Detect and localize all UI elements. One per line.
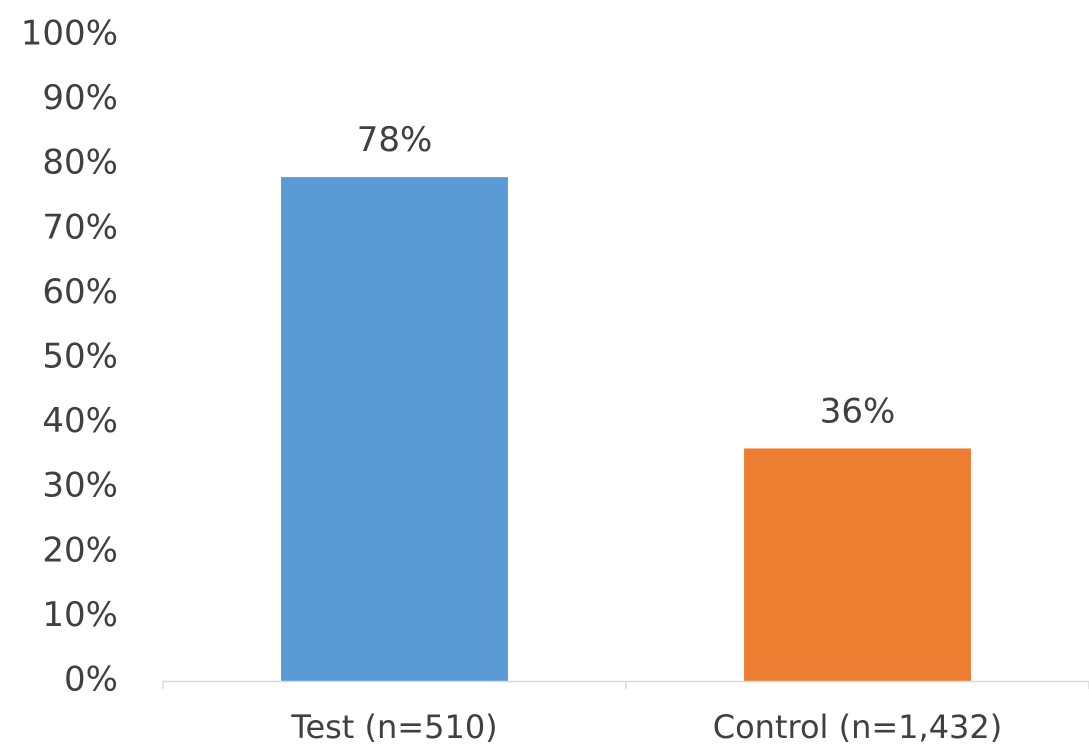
y-tick-label: 50% <box>42 337 118 377</box>
y-tick-label: 10% <box>42 595 118 635</box>
y-tick-label: 0% <box>64 660 118 700</box>
y-tick-label: 20% <box>42 530 118 570</box>
data-labels: 78% 36% <box>357 120 896 431</box>
x-axis-category-labels: Test (n=510) Control (n=1,432) <box>290 708 1002 746</box>
y-tick-label: 90% <box>42 78 118 118</box>
bar-series <box>281 177 971 681</box>
x-category-label: Control (n=1,432) <box>713 708 1003 746</box>
y-tick-label: 60% <box>42 272 118 312</box>
x-axis <box>162 680 1089 689</box>
y-tick-label: 70% <box>42 207 118 247</box>
data-label: 78% <box>357 120 433 160</box>
y-tick-label: 30% <box>42 466 118 506</box>
bar-test <box>281 177 508 681</box>
y-tick-label: 40% <box>42 401 118 441</box>
y-tick-label: 80% <box>42 143 118 183</box>
x-category-label: Test (n=510) <box>290 708 497 746</box>
bar-control <box>744 448 971 681</box>
data-label: 36% <box>820 391 896 431</box>
y-tick-label: 100% <box>21 14 118 54</box>
y-axis-tick-labels: 0% 10% 20% 30% 40% 50% 60% 70% 80% 90% 100% <box>21 14 118 700</box>
